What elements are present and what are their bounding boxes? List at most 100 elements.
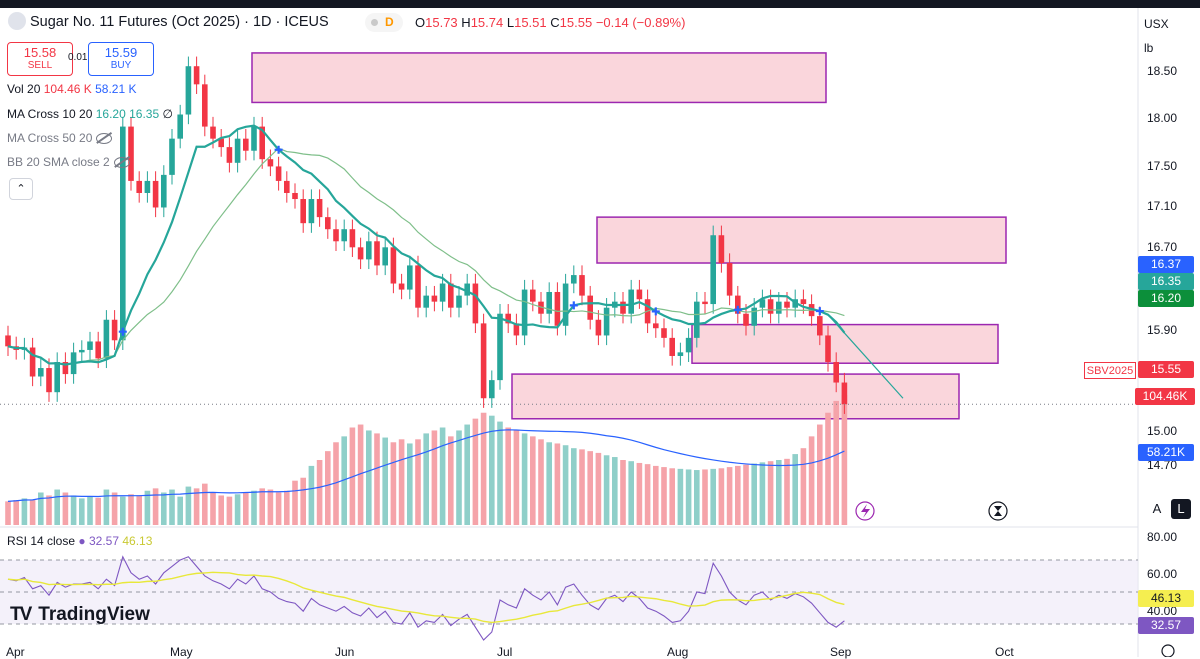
candle-body [185, 66, 192, 115]
candle-body [374, 241, 380, 266]
hidden-eye-icon[interactable] [113, 157, 130, 169]
candle-body [382, 247, 388, 266]
volume-bar [759, 462, 766, 525]
candle-body [161, 174, 167, 208]
volume-bar [448, 436, 454, 525]
candle-body [636, 289, 643, 300]
symbol-logo [8, 12, 26, 30]
flash-icon [855, 501, 875, 521]
volume-bar [185, 486, 192, 525]
volume-bar [825, 412, 831, 525]
flash-glyph [861, 504, 870, 518]
tradingview-logo[interactable]: TV TradingView [10, 604, 150, 626]
volume-bar [13, 500, 19, 525]
chart-title[interactable]: Sugar No. 11 Futures (Oct 2025) · 1D · I… [30, 14, 329, 30]
volume-bar [366, 430, 372, 525]
candle-body [177, 114, 183, 139]
currency-selector[interactable]: USX [1144, 17, 1169, 31]
market-status-badge[interactable]: D [365, 13, 403, 32]
volume-bar [79, 498, 85, 525]
month-label: May [170, 645, 193, 659]
ma-cross-marker [733, 305, 742, 314]
volume-bar [95, 497, 101, 525]
candle-body [513, 323, 520, 336]
candle-body [275, 166, 282, 181]
volume-bar [111, 492, 118, 525]
candle-body [5, 335, 11, 347]
volume-bar [513, 430, 520, 525]
ma-tag-a: 16.37 [1138, 256, 1194, 273]
volume-bar [390, 442, 397, 525]
legend-rsi[interactable]: RSI 14 close ● 32.57 46.13 [7, 534, 153, 548]
delayed-badge: D [385, 15, 394, 29]
candle-body [62, 362, 69, 375]
trend-projection-line [827, 314, 904, 399]
candle-body [464, 283, 470, 296]
candle-body [29, 347, 36, 377]
volume-bar [677, 468, 684, 525]
ma-tag-b: 16.35 [1138, 273, 1194, 290]
volume-bar [464, 424, 470, 525]
candle-body [562, 283, 569, 326]
volume-bar [46, 495, 52, 525]
volume-bar [292, 480, 298, 525]
candle-body [87, 341, 93, 350]
candle-body [743, 313, 749, 326]
hidden-eye-icon[interactable] [96, 133, 113, 145]
low-label: L [506, 15, 515, 30]
candle-body [620, 301, 626, 314]
candle-body [653, 323, 659, 329]
price-tick: 18.50 [1147, 64, 1178, 78]
candle-body [505, 313, 511, 324]
log-scale-button[interactable]: L [1171, 499, 1191, 519]
symbol-tag: SBV2025 [1084, 362, 1136, 379]
volume-bar [546, 442, 552, 525]
candle-body [316, 199, 323, 218]
buy-button[interactable]: 15.59 BUY [88, 42, 154, 76]
candle-body [800, 299, 807, 305]
price-tick: 18.00 [1147, 111, 1178, 125]
candle-body [751, 307, 757, 326]
candle-body [439, 283, 446, 302]
rsi-tick: 80.00 [1147, 530, 1178, 544]
settings-icon [1161, 644, 1175, 657]
legend-bb[interactable]: BB 20 SMA close 2 [7, 155, 130, 169]
change-value: −0.14 (−0.89%) [595, 15, 686, 30]
volume-bar [300, 477, 306, 525]
volume-bar [284, 490, 290, 525]
auto-scale-button[interactable]: A [1152, 501, 1162, 516]
candle-body [259, 126, 265, 160]
price-tick: 15.90 [1147, 323, 1178, 337]
legend-ma-cross-50-20[interactable]: MA Cross 50 20 [7, 131, 113, 145]
volume-bar [423, 433, 429, 525]
candle-body [79, 349, 85, 353]
candle-body [571, 275, 577, 284]
status-dot [371, 19, 378, 26]
volume-bar [210, 492, 216, 525]
legend-vol[interactable]: Vol 20 104.46 K 58.21 K [7, 82, 136, 96]
supply-demand-zone [596, 216, 1007, 264]
legend-ma-cross-10-20[interactable]: MA Cross 10 20 16.20 16.35 ∅ [7, 107, 173, 121]
volume-bar [136, 495, 142, 525]
candle-body [694, 301, 700, 338]
ma-slow-line [7, 147, 845, 366]
volume-bar [505, 427, 511, 525]
sell-button[interactable]: 15.58 SELL [7, 42, 73, 76]
ma-cross-marker [651, 307, 660, 316]
volume-bar [784, 458, 790, 525]
rsi-tick: 40.00 [1147, 604, 1178, 618]
volume-bar [612, 457, 618, 525]
candle-body [357, 247, 364, 260]
volume-bar [603, 455, 610, 525]
unit-selector[interactable]: lb [1144, 41, 1154, 55]
close-label: C [550, 15, 560, 30]
price-tick: 16.70 [1147, 240, 1178, 254]
collapse-legend-button[interactable]: ⌃ [9, 178, 33, 200]
candle-body [833, 362, 839, 383]
volume-bar [62, 492, 69, 525]
volume-bar [595, 452, 602, 525]
supply-demand-zone [251, 52, 827, 104]
volume-bar [587, 451, 593, 525]
rsi-tick: 60.00 [1147, 567, 1178, 581]
